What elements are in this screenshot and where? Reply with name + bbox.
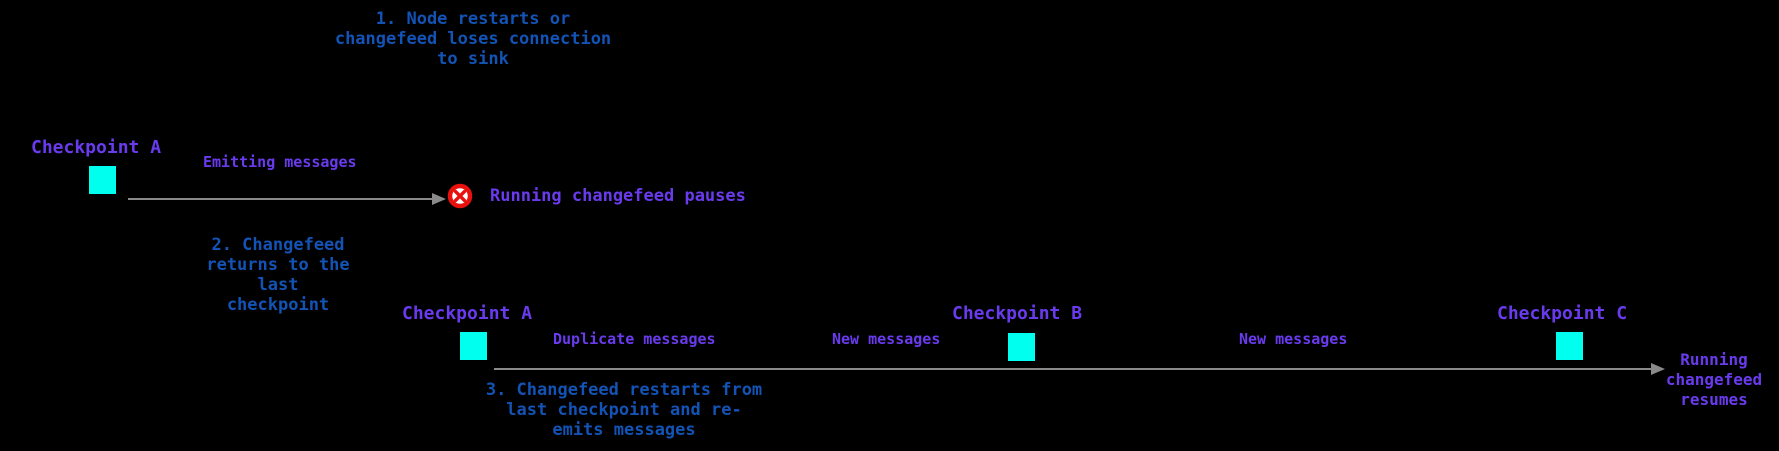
step-1-line-2: changefeed loses connection	[334, 29, 612, 49]
bottom-checkpoint-a-marker	[460, 332, 487, 360]
step-2-line-1: 2. Changefeed	[211, 235, 345, 255]
bottom-arrow-line	[494, 367, 1651, 370]
step-2-line-3: last	[257, 275, 299, 295]
checkpoint-c-label: Checkpoint C	[1497, 303, 1628, 324]
step-3-line-1: 3. Changefeed restarts from	[485, 380, 763, 400]
step-3-line-3: emits messages	[552, 420, 696, 440]
top-arrow-head-icon	[432, 192, 446, 205]
bottom-arrow-head-icon	[1651, 362, 1665, 375]
step-2-line-4: checkpoint	[226, 295, 330, 315]
top-checkpoint-a-marker	[89, 166, 116, 194]
top-arrow-line	[128, 197, 432, 200]
running-changefeed-resumes-label: Running changefeed resumes	[1662, 350, 1766, 410]
checkpoint-b-label: Checkpoint B	[952, 303, 1083, 324]
resume-line-3: resumes	[1680, 390, 1748, 409]
emitting-messages-label: Emitting messages	[203, 153, 357, 171]
checkpoint-b-marker	[1008, 333, 1035, 361]
step-1-line-3: to sink	[437, 49, 509, 69]
step-1-line-1: 1. Node restarts or	[375, 9, 571, 29]
step-3-line-2: last checkpoint and re-	[506, 400, 742, 420]
top-timeline-arrow	[128, 192, 446, 205]
new-messages-label-2: New messages	[1239, 330, 1348, 348]
changefeed-pause-icon	[447, 183, 473, 209]
duplicate-messages-label: Duplicate messages	[553, 330, 716, 348]
resume-line-1: Running	[1680, 350, 1748, 369]
bottom-timeline-arrow	[494, 362, 1665, 375]
step-3-caption: 3. Changefeed restarts from last checkpo…	[474, 380, 774, 440]
step-2-line-2: returns to the	[206, 255, 350, 275]
step-2-caption: 2. Changefeed returns to the last checkp…	[178, 235, 378, 315]
resume-line-2: changefeed	[1665, 370, 1763, 389]
checkpoint-c-marker	[1556, 332, 1583, 360]
step-1-caption: 1. Node restarts or changefeed loses con…	[323, 9, 623, 69]
new-messages-label-1: New messages	[832, 330, 941, 348]
bottom-checkpoint-a-label: Checkpoint A	[402, 303, 533, 324]
running-changefeed-pauses-label: Running changefeed pauses	[490, 186, 746, 206]
top-checkpoint-a-label: Checkpoint A	[31, 137, 162, 158]
